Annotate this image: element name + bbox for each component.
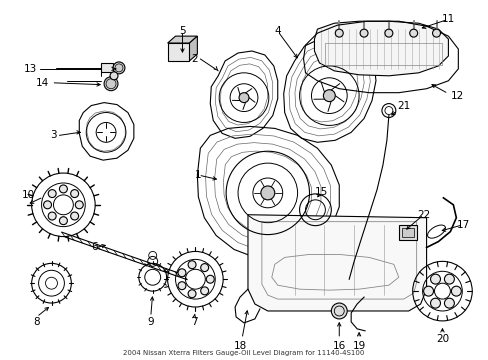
Circle shape bbox=[71, 190, 79, 198]
Circle shape bbox=[110, 72, 118, 80]
Text: 20: 20 bbox=[435, 334, 448, 344]
Circle shape bbox=[331, 303, 346, 319]
Bar bbox=[398, 225, 416, 239]
Text: 2: 2 bbox=[191, 54, 198, 64]
Circle shape bbox=[450, 286, 460, 296]
Circle shape bbox=[432, 29, 440, 37]
Text: 9: 9 bbox=[147, 317, 154, 327]
Polygon shape bbox=[189, 36, 197, 61]
Text: 1: 1 bbox=[195, 170, 201, 180]
Text: 2004 Nissan Xterra Filters Gauge-Oil Level Diagram for 11140-4S100: 2004 Nissan Xterra Filters Gauge-Oil Lev… bbox=[123, 350, 364, 356]
Circle shape bbox=[429, 274, 440, 284]
Circle shape bbox=[239, 93, 248, 103]
Text: 16: 16 bbox=[332, 341, 345, 351]
Text: 8: 8 bbox=[33, 317, 40, 327]
Text: 22: 22 bbox=[416, 210, 429, 220]
Text: 12: 12 bbox=[449, 91, 463, 101]
Text: 17: 17 bbox=[456, 220, 469, 230]
Bar bbox=[167, 43, 189, 61]
Circle shape bbox=[323, 90, 335, 102]
Circle shape bbox=[60, 185, 67, 193]
Text: 15: 15 bbox=[314, 187, 327, 197]
Bar bbox=[325, 43, 442, 65]
Text: 10: 10 bbox=[21, 190, 35, 200]
Text: 18: 18 bbox=[233, 341, 246, 351]
Circle shape bbox=[444, 298, 453, 308]
Text: 14: 14 bbox=[36, 78, 49, 88]
Text: 3: 3 bbox=[50, 130, 56, 140]
Circle shape bbox=[359, 29, 367, 37]
Polygon shape bbox=[247, 215, 426, 311]
Circle shape bbox=[200, 264, 208, 271]
Text: 21: 21 bbox=[396, 100, 409, 111]
Text: 5: 5 bbox=[179, 26, 185, 36]
Bar bbox=[101, 63, 113, 72]
Polygon shape bbox=[167, 36, 197, 43]
Circle shape bbox=[409, 29, 417, 37]
Text: 19: 19 bbox=[352, 341, 365, 351]
Circle shape bbox=[188, 261, 196, 269]
Circle shape bbox=[43, 201, 51, 209]
Circle shape bbox=[335, 29, 343, 37]
Circle shape bbox=[75, 201, 83, 209]
Circle shape bbox=[48, 212, 56, 220]
Circle shape bbox=[260, 186, 274, 200]
Text: 13: 13 bbox=[23, 64, 37, 74]
Circle shape bbox=[200, 287, 208, 295]
Circle shape bbox=[429, 298, 440, 308]
Polygon shape bbox=[314, 21, 447, 76]
Circle shape bbox=[104, 77, 118, 91]
Circle shape bbox=[71, 212, 79, 220]
Circle shape bbox=[178, 282, 185, 290]
Circle shape bbox=[178, 269, 185, 277]
Circle shape bbox=[423, 286, 433, 296]
Circle shape bbox=[444, 274, 453, 284]
Text: 7: 7 bbox=[191, 317, 197, 327]
Circle shape bbox=[48, 190, 56, 198]
Text: 4: 4 bbox=[274, 26, 281, 36]
Circle shape bbox=[188, 290, 196, 298]
Bar bbox=[401, 228, 413, 237]
Circle shape bbox=[206, 275, 214, 283]
Circle shape bbox=[384, 29, 392, 37]
Text: 11: 11 bbox=[441, 14, 454, 24]
Circle shape bbox=[60, 217, 67, 225]
Text: 6: 6 bbox=[91, 243, 98, 252]
Circle shape bbox=[113, 62, 124, 74]
